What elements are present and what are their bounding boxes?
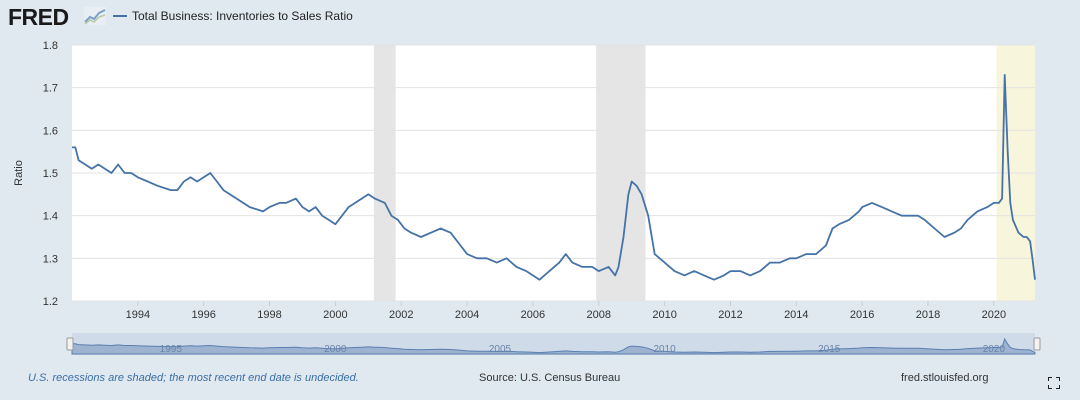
- x-tick-label: 2016: [850, 309, 874, 321]
- fred-logo[interactable]: FRED: [8, 4, 69, 30]
- y-tick-label: 1.3: [43, 253, 58, 265]
- y-axis-ticks: 1.2 1.3 1.4 1.5 1.6 1.7 1.8: [43, 40, 58, 308]
- series-line-layer: [72, 74, 1036, 281]
- y-tick-label: 1.7: [43, 83, 58, 95]
- x-tick-label: 1994: [126, 309, 150, 321]
- x-tick-label: 2012: [718, 309, 742, 321]
- x-tick-label: 2010: [652, 309, 676, 321]
- x-tick-label: 1996: [191, 309, 215, 321]
- x-tick-label: 2014: [784, 309, 808, 321]
- y-tick-label: 1.2: [43, 296, 58, 308]
- navigator-right-handle[interactable]: [1033, 337, 1041, 351]
- legend-series-label: Total Business: Inventories to Sales Rat…: [132, 9, 353, 23]
- x-tick-label: 1998: [257, 309, 281, 321]
- x-tick-label: 2004: [455, 309, 479, 321]
- recession-note: U.S. recessions are shaded; the most rec…: [28, 372, 359, 384]
- navigator-area: [71, 337, 1036, 355]
- navigator-label: 1995: [160, 344, 183, 355]
- gridlines: [72, 44, 1035, 302]
- source-text: Source: U.S. Census Bureau: [479, 372, 621, 384]
- x-tick-label: 2006: [521, 309, 545, 321]
- series-line[interactable]: [72, 74, 1036, 281]
- x-tick-label: 2008: [587, 309, 611, 321]
- legend-line-swatch: [113, 15, 127, 17]
- chart-legend[interactable]: Total Business: Inventories to Sales Rat…: [113, 9, 353, 23]
- navigator[interactable]: 1995 2000 2005 2010 2015 2020: [66, 333, 1041, 355]
- fullscreen-icon[interactable]: [1048, 377, 1060, 389]
- x-tick-label: 2002: [389, 309, 413, 321]
- navigator-label: 2015: [818, 344, 841, 355]
- navigator-labels: 1995 2000 2005 2010 2015 2020: [160, 344, 1006, 355]
- y-axis-label: Ratio: [13, 160, 25, 186]
- x-tick-label: 2018: [916, 309, 940, 321]
- navigator-label: 2005: [489, 344, 512, 355]
- y-tick-label: 1.8: [43, 40, 58, 52]
- navigator-label: 2000: [324, 344, 347, 355]
- fred-logo-chart-icon: [84, 7, 106, 25]
- navigator-label: 2020: [983, 344, 1006, 355]
- x-tick-label: 2000: [323, 309, 347, 321]
- y-tick-label: 1.5: [43, 168, 58, 180]
- x-axis-ticks: 1994 1996 1998 2000 2002 2004 2006 2008 2010 2012…: [126, 301, 1006, 321]
- navigator-left-handle[interactable]: [66, 337, 74, 351]
- fred-url-link[interactable]: fred.stlouisfed.org: [901, 372, 989, 384]
- x-tick-label: 2020: [982, 309, 1006, 321]
- y-tick-label: 1.4: [43, 211, 58, 223]
- y-tick-label: 1.6: [43, 125, 58, 137]
- navigator-label: 2010: [653, 344, 676, 355]
